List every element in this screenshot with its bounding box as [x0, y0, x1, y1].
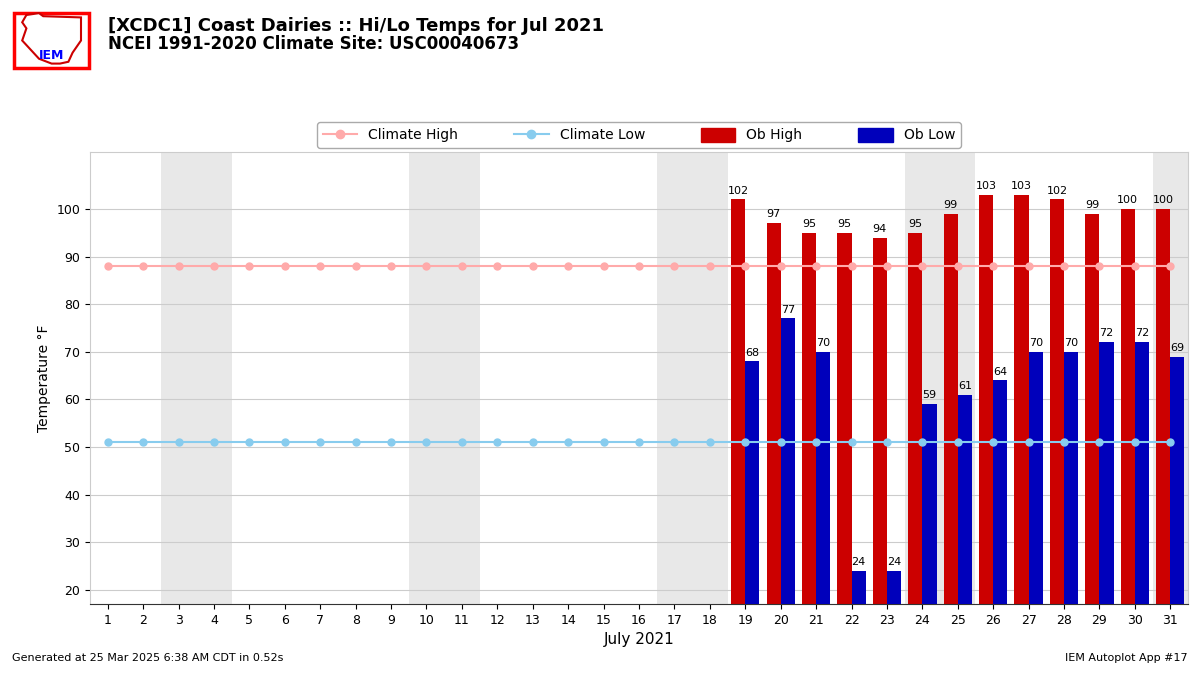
- Bar: [908, 233, 923, 604]
- Bar: [1085, 214, 1099, 604]
- Text: Generated at 25 Mar 2025 6:38 AM CDT in 0.52s: Generated at 25 Mar 2025 6:38 AM CDT in …: [12, 653, 283, 663]
- Text: 68: 68: [745, 348, 760, 358]
- Text: [XCDC1] Coast Dairies :: Hi/Lo Temps for Jul 2021: [XCDC1] Coast Dairies :: Hi/Lo Temps for…: [108, 17, 604, 35]
- Bar: [1050, 200, 1064, 604]
- Bar: [781, 319, 794, 604]
- Bar: [1156, 209, 1170, 604]
- Text: 69: 69: [1170, 343, 1184, 353]
- Text: 95: 95: [838, 219, 852, 229]
- Text: 64: 64: [994, 367, 1007, 377]
- Text: 70: 70: [816, 338, 830, 348]
- Polygon shape: [23, 14, 82, 63]
- Text: NCEI 1991-2020 Climate Site: USC00040673: NCEI 1991-2020 Climate Site: USC00040673: [108, 35, 520, 53]
- Bar: [979, 194, 994, 604]
- Bar: [943, 214, 958, 604]
- Text: 102: 102: [1046, 186, 1068, 196]
- Text: 95: 95: [908, 219, 923, 229]
- Text: 95: 95: [802, 219, 816, 229]
- Text: IEM: IEM: [38, 49, 65, 62]
- Text: 70: 70: [1028, 338, 1043, 348]
- Text: 103: 103: [1012, 181, 1032, 191]
- Text: 70: 70: [1064, 338, 1078, 348]
- Bar: [1064, 352, 1078, 604]
- Bar: [887, 571, 901, 604]
- Text: 72: 72: [1135, 329, 1150, 338]
- Bar: [409, 152, 480, 604]
- Text: 61: 61: [958, 381, 972, 391]
- FancyBboxPatch shape: [14, 14, 90, 68]
- Bar: [816, 352, 830, 604]
- Text: 94: 94: [872, 223, 887, 234]
- Bar: [1028, 352, 1043, 604]
- X-axis label: July 2021: July 2021: [604, 632, 674, 647]
- Bar: [905, 152, 976, 604]
- Text: 100: 100: [1117, 195, 1139, 205]
- Text: 97: 97: [767, 209, 781, 219]
- Bar: [802, 233, 816, 604]
- Bar: [1152, 152, 1188, 604]
- Bar: [1135, 342, 1150, 604]
- Text: 24: 24: [852, 557, 865, 567]
- Y-axis label: Temperature °F: Temperature °F: [37, 324, 50, 432]
- Bar: [1121, 209, 1135, 604]
- Text: 77: 77: [781, 304, 794, 315]
- Bar: [838, 233, 852, 604]
- Text: 100: 100: [1153, 195, 1174, 205]
- Text: 99: 99: [1085, 200, 1099, 210]
- Bar: [745, 361, 760, 604]
- Bar: [656, 152, 727, 604]
- Bar: [1170, 356, 1184, 604]
- Bar: [1014, 194, 1028, 604]
- Bar: [852, 571, 865, 604]
- Legend: Climate High, Climate Low, Ob High, Ob Low: Climate High, Climate Low, Ob High, Ob L…: [317, 122, 961, 148]
- Text: 72: 72: [1099, 329, 1114, 338]
- Text: 24: 24: [887, 557, 901, 567]
- Bar: [872, 238, 887, 604]
- Bar: [923, 404, 936, 604]
- Bar: [161, 152, 232, 604]
- Text: IEM Autoplot App #17: IEM Autoplot App #17: [1066, 653, 1188, 663]
- Bar: [994, 381, 1007, 604]
- Text: 103: 103: [976, 181, 997, 191]
- Bar: [731, 200, 745, 604]
- Text: 59: 59: [923, 390, 936, 400]
- Text: 102: 102: [727, 186, 749, 196]
- Bar: [767, 223, 781, 604]
- Bar: [1099, 342, 1114, 604]
- Text: 99: 99: [943, 200, 958, 210]
- Bar: [958, 395, 972, 604]
